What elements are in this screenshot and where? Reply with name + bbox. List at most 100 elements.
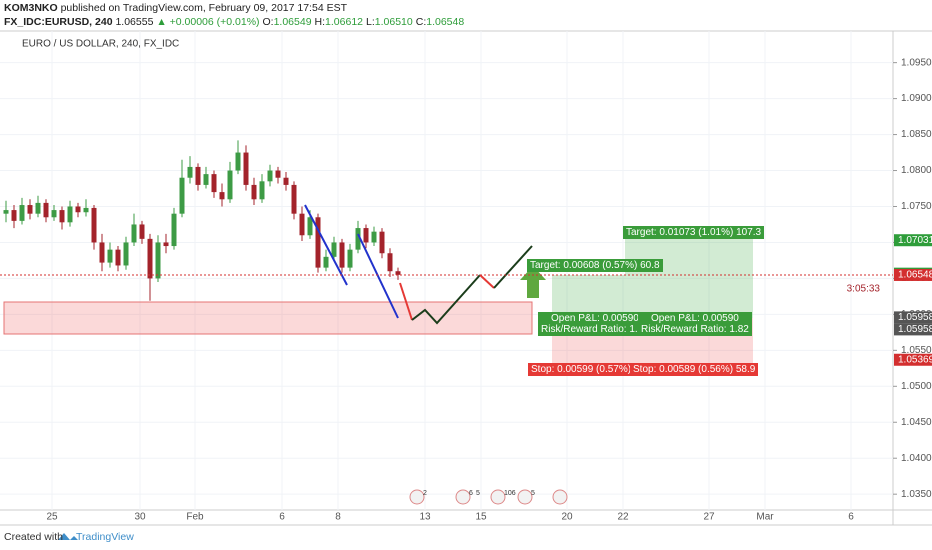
y-tick-label: 1.0500 [901, 381, 932, 392]
candle-body [51, 210, 57, 218]
trend-line [357, 233, 399, 319]
event-count: 5 [531, 490, 535, 497]
candle-body [203, 174, 209, 185]
candle-body [35, 202, 41, 214]
symbol: FX_IDC:EURUSD, 240 [4, 16, 113, 28]
y-tick-label: 1.0750 [901, 201, 932, 212]
candle-body [371, 231, 377, 243]
candle-body [275, 170, 281, 178]
candle-body [195, 166, 201, 185]
candle-body [219, 192, 225, 200]
candle-body [355, 228, 361, 250]
candle-body [339, 242, 345, 268]
x-tick-label: 8 [335, 512, 341, 523]
target-label: Target: 0.00608 (0.57%) 60.8 [527, 259, 663, 272]
y-tick-label: 1.0850 [901, 129, 932, 140]
candle-body [227, 170, 233, 200]
event-flag [409, 489, 425, 505]
change: ▲ +0.00006 (+0.01%) [156, 16, 260, 28]
candle-body [395, 271, 401, 275]
candle-body [187, 166, 193, 178]
footer-text: Created with [4, 531, 63, 543]
target-zone [552, 275, 625, 318]
ohlc: O:1.06549 H:1.06612 L:1.06510 C:1.06548 [262, 16, 467, 28]
ohlc-label: L: [366, 16, 375, 28]
candle-body [91, 207, 97, 243]
candle-body [283, 177, 289, 185]
candle-body [211, 174, 217, 193]
candle-body [251, 184, 257, 200]
published: published on TradingView.com, February 0… [60, 2, 347, 14]
candle-body [107, 249, 113, 263]
event-count: 6 [469, 490, 473, 497]
ohlc-label: H: [314, 16, 326, 28]
stop-label: Stop: 0.00599 (0.57%) [528, 363, 635, 376]
event-count: 5 [476, 490, 480, 497]
candle-body [99, 242, 105, 263]
projection [399, 282, 413, 321]
event-count: 2 [423, 490, 427, 497]
candle-body [387, 253, 393, 272]
event-flag [552, 489, 568, 505]
candle-body [243, 152, 249, 185]
candle-body [83, 207, 89, 213]
x-tick-label: 6 [279, 512, 285, 523]
projection [411, 274, 481, 325]
rr: Risk/Reward Ratio: 1.82 [641, 324, 749, 335]
candle-body [235, 152, 241, 171]
candle-body [155, 242, 161, 279]
price-marker-label: 1.05369 [898, 354, 932, 365]
ohlc-value: 1.06510 [374, 16, 413, 28]
x-tick-label: 22 [617, 512, 629, 523]
price-marker-label: 1.06548 [898, 270, 932, 281]
price-marker-label: 1.07031 [898, 235, 932, 246]
projection [479, 274, 495, 289]
up-arrow [520, 266, 546, 298]
ohlc-label: O: [262, 16, 274, 28]
y-tick-label: 1.0400 [901, 453, 932, 464]
candle-body [27, 205, 33, 214]
price-marker [894, 234, 932, 247]
support-zone [3, 301, 533, 335]
candle-body [259, 181, 265, 200]
y-tick-label: 1.0550 [901, 345, 932, 356]
y-tick-label: 1.0350 [901, 489, 932, 500]
event-flag [490, 489, 506, 505]
chart-title: EURO / US DOLLAR, 240, FX_IDC [22, 39, 179, 50]
candle-body [59, 210, 65, 223]
trend-line [304, 204, 348, 286]
rr: Risk/Reward Ratio: 1.02 [541, 324, 649, 335]
projection [493, 245, 533, 289]
candle-body [363, 228, 369, 243]
header-line: FX_IDC:EURUSD, 240 1.06555 ▲ +0.00006 (+… [4, 16, 467, 28]
y-tick-label: 1.0900 [901, 93, 932, 104]
candle-body [75, 206, 81, 213]
footer-logo [58, 533, 78, 540]
x-tick-label: 20 [561, 512, 573, 523]
pnl: Open P&L: 0.00590 [550, 313, 639, 324]
x-tick-label: 15 [475, 512, 487, 523]
target-label: Target: 0.01073 (1.01%) 107.3 [623, 226, 765, 239]
candle-body [115, 249, 121, 266]
ohlc-value: 1.06612 [325, 16, 364, 28]
footer-brand: TradingView [76, 531, 134, 543]
candle-body [3, 210, 9, 214]
candle-body [291, 184, 297, 214]
header-line: KOM3NKO published on TradingView.com, Fe… [4, 2, 347, 14]
pnl: Open P&L: 0.00590 [650, 313, 739, 324]
price-marker [894, 311, 932, 324]
event-count: 106 [504, 490, 516, 497]
candle-body [123, 242, 129, 266]
candle-body [147, 238, 153, 279]
x-tick-label: 6 [848, 512, 854, 523]
x-tick-label: 25 [46, 512, 58, 523]
x-tick-label: Mar [756, 512, 774, 523]
candle-body [267, 170, 273, 182]
candle-body [347, 249, 353, 268]
price: 1.06555 [115, 16, 154, 28]
candle-body [43, 202, 49, 218]
y-tick-label: 1.0450 [901, 417, 932, 428]
candle-body [171, 213, 177, 247]
